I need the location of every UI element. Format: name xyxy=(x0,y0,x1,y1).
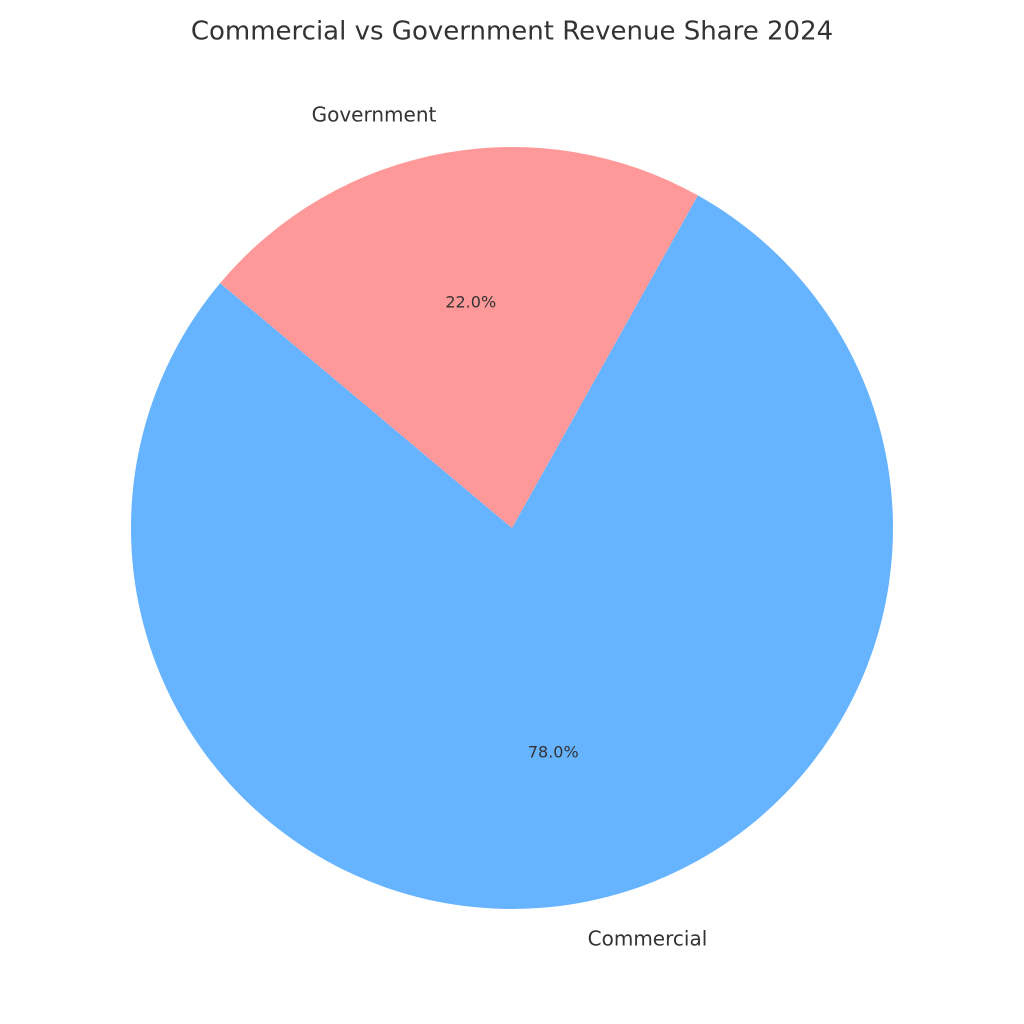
chart-title: Commercial vs Government Revenue Share 2… xyxy=(191,17,833,47)
pie-slice xyxy=(131,195,894,910)
value-label: 78.0% xyxy=(528,742,579,761)
pie-slice xyxy=(220,147,698,529)
slice-label: Commercial xyxy=(588,927,708,951)
value-label: 22.0% xyxy=(445,293,496,312)
slice-label: Government xyxy=(312,102,437,126)
